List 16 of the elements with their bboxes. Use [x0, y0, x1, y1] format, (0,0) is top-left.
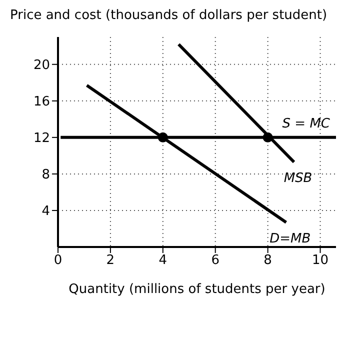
y-tick-label: 16 [33, 94, 50, 110]
series-label: MSB [284, 171, 312, 186]
y-tick-label: 8 [42, 168, 50, 183]
y-axis-title: Price and cost (thousands of dollars per student) [10, 8, 328, 23]
y-tick-label: 20 [33, 58, 50, 74]
x-tick-label: 0 [54, 253, 62, 268]
x-axis-title: Quantity (millions of students per year) [68, 282, 326, 297]
series-label: D=MB [270, 231, 311, 246]
x-tick-label: 10 [312, 253, 329, 268]
y-tick-label: 4 [42, 204, 50, 220]
series-label: S = MC [282, 116, 331, 132]
x-tick-label: 4 [158, 253, 168, 268]
x-tick-label: 2 [106, 253, 115, 268]
x-tick-label: 6 [211, 253, 220, 268]
x-tick-label: 8 [264, 253, 272, 268]
y-tick-label: 12 [33, 131, 50, 146]
